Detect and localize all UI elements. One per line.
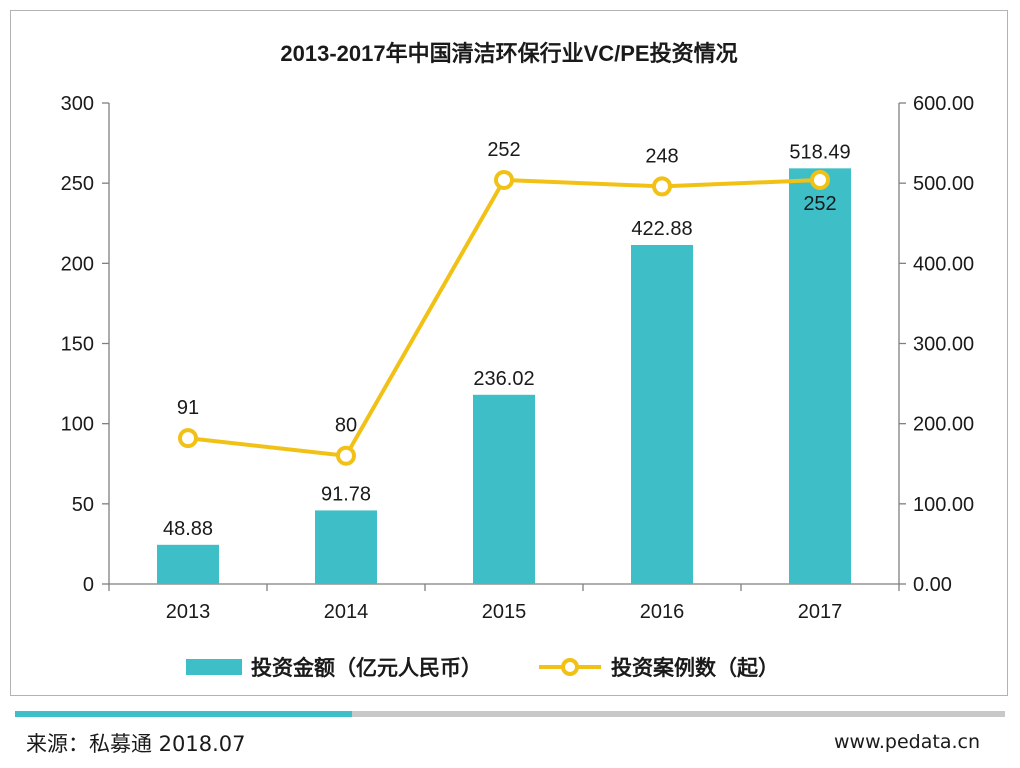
bar-value-label: 236.02 xyxy=(473,368,534,390)
progress-fill xyxy=(15,711,352,717)
y-right-tick-label: 200.00 xyxy=(913,414,974,436)
y-left-tick-label: 100 xyxy=(61,414,94,436)
y-right-tick-label: 600.00 xyxy=(913,93,974,115)
legend-line-marker xyxy=(561,658,579,676)
y-right-tick-label: 400.00 xyxy=(913,253,974,275)
legend-line-label: 投资案例数（起） xyxy=(611,656,779,680)
y-left-tick-label: 200 xyxy=(61,253,94,275)
bar-2017 xyxy=(789,168,851,584)
line-point-2017 xyxy=(810,169,830,190)
legend-bar-label: 投资金额（亿元人民币） xyxy=(251,656,482,680)
x-tick-label: 2015 xyxy=(482,601,527,623)
bar-2014 xyxy=(315,510,377,584)
x-tick-label: 2017 xyxy=(798,601,843,623)
x-tick-label: 2016 xyxy=(640,601,685,623)
line-point-2014 xyxy=(336,445,356,466)
y-right-tick-label: 300.00 xyxy=(913,334,974,356)
line-value-label: 252 xyxy=(487,139,520,161)
bar-2016 xyxy=(631,244,693,584)
chart-frame: 2013-2017年中国清洁环保行业VC/PE投资情况 0 50 100 150 200 2… xyxy=(10,10,1008,696)
bar-value-label: 91.78 xyxy=(321,483,371,505)
y-right-tick-label: 0.00 xyxy=(913,574,952,596)
chart-title: 2013-2017年中国清洁环保行业VC/PE投资情况 xyxy=(280,41,737,66)
y-left-tick-label: 50 xyxy=(72,494,94,516)
line-point-2016 xyxy=(652,176,672,197)
chart-svg: 2013-2017年中国清洁环保行业VC/PE投资情况 0 50 100 150 200 2… xyxy=(61,41,975,680)
progress-track xyxy=(15,711,1005,717)
y-left-tick-label: 150 xyxy=(61,334,94,356)
line-value-label: 80 xyxy=(335,415,357,437)
line-value-label: 252 xyxy=(803,193,836,215)
source-caption: 来源：私募通 2018.07 xyxy=(26,732,246,756)
line-value-label: 91 xyxy=(177,397,199,419)
bar-2013 xyxy=(157,544,219,584)
x-tick-label: 2013 xyxy=(166,601,211,623)
bar-2015 xyxy=(473,394,535,584)
bar-value-label: 518.49 xyxy=(789,141,850,163)
line-value-label: 248 xyxy=(645,145,678,167)
line-point-2013 xyxy=(178,428,198,449)
bar-value-label: 422.88 xyxy=(631,218,692,240)
x-tick-label: 2014 xyxy=(324,601,369,623)
line-point-2015 xyxy=(494,169,514,190)
bar-value-label: 48.88 xyxy=(163,518,213,540)
y-left-tick-label: 250 xyxy=(61,173,94,195)
legend-bar-swatch xyxy=(186,659,242,675)
y-right-tick-label: 100.00 xyxy=(913,494,974,516)
y-right-tick-label: 500.00 xyxy=(913,173,974,195)
y-left-tick-label: 300 xyxy=(61,93,94,115)
y-left-tick-label: 0 xyxy=(83,574,94,596)
site-url: www.pedata.cn xyxy=(834,731,980,753)
